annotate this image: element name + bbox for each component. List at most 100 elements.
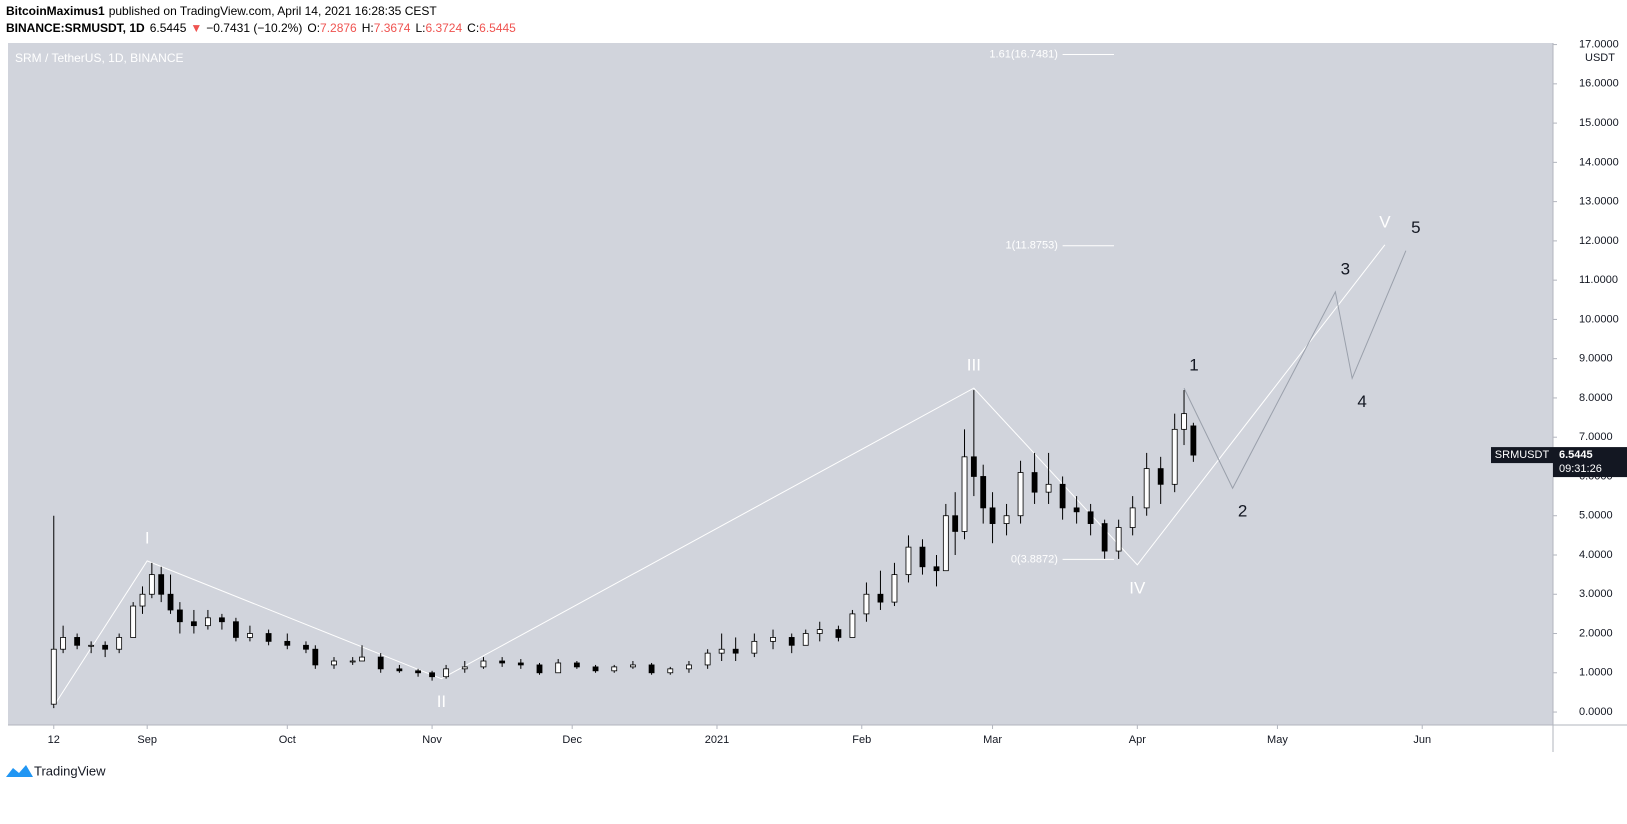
wave-label: I xyxy=(145,528,150,547)
symbol-line: BINANCE:SRMUSDT, 1D 6.5445 ▼ −0.7431 (−10.2… xyxy=(6,21,516,35)
candle-body xyxy=(961,456,968,532)
price-tag-bg xyxy=(1491,447,1553,464)
y-tick-label: 8.0000 xyxy=(1579,392,1613,404)
candle-body xyxy=(158,574,165,595)
y-tick-label: 16.0000 xyxy=(1579,78,1619,90)
candle-body xyxy=(1157,468,1164,485)
wave-label: IV xyxy=(1129,578,1146,597)
candle-body xyxy=(802,633,809,646)
x-tick-label: Oct xyxy=(279,734,296,746)
candle-body xyxy=(377,656,384,670)
candle-body xyxy=(667,668,674,674)
candle-body xyxy=(1031,472,1038,493)
publisher: BitcoinMaximus1 xyxy=(6,4,105,18)
candle-body xyxy=(247,633,253,638)
candle-body xyxy=(1171,428,1178,485)
candles xyxy=(50,390,1197,709)
candle-body xyxy=(835,629,842,638)
candle-body xyxy=(176,609,183,623)
candle-body xyxy=(942,515,949,572)
candle-body xyxy=(1073,507,1080,513)
wave-label: 2 xyxy=(1238,502,1247,521)
candle-body xyxy=(130,605,137,638)
wave-label: III xyxy=(967,356,981,375)
l-label: L: xyxy=(415,21,425,35)
h-label: H: xyxy=(362,21,374,35)
x-tick-label: Mar xyxy=(983,734,1002,746)
wave-label: V xyxy=(1379,212,1391,231)
open: 7.2876 xyxy=(320,21,357,35)
y-tick-label: 14.0000 xyxy=(1579,156,1619,168)
x-tick-label: 2021 xyxy=(705,734,729,746)
candle-body xyxy=(891,574,898,603)
x-tick-label: 12 xyxy=(48,734,60,746)
candle-body xyxy=(1115,527,1122,552)
candle-body xyxy=(573,662,580,668)
candle-body xyxy=(499,660,506,664)
candle-body xyxy=(312,648,319,666)
candle-body xyxy=(88,644,95,647)
candle-body xyxy=(480,660,487,668)
y-tick-label: 9.0000 xyxy=(1579,353,1613,365)
candle-body xyxy=(1143,468,1150,509)
candle-body xyxy=(1017,472,1024,517)
header: BitcoinMaximus1 published on TradingView.… xyxy=(6,4,437,18)
x-tick-label: Sep xyxy=(137,734,157,746)
candle-body xyxy=(686,664,692,670)
candle-body xyxy=(788,637,795,646)
candle-body xyxy=(1101,523,1108,552)
wave-label: 5 xyxy=(1411,218,1420,237)
candle-body xyxy=(877,593,884,603)
candle-body xyxy=(60,637,67,650)
candle-body xyxy=(167,593,174,611)
candle-body xyxy=(116,637,123,650)
x-tick-label: Dec xyxy=(562,734,582,746)
candle-body xyxy=(349,660,356,663)
candle-body xyxy=(952,515,959,532)
candle-body xyxy=(139,593,146,607)
y-tick-label: 13.0000 xyxy=(1579,196,1619,208)
y-tick-label: 1.0000 xyxy=(1579,667,1613,679)
candle-body xyxy=(233,621,239,638)
y-tick-label: 2.0000 xyxy=(1579,627,1613,639)
candle-body xyxy=(265,633,272,642)
wave-line xyxy=(53,244,1386,707)
candle-body xyxy=(148,574,155,595)
fib-label: 1(11.8753) xyxy=(1006,240,1058,252)
chart-title: SRM / TetherUS, 1D, BINANCE xyxy=(15,51,184,65)
change: −0.7431 (−10.2%) xyxy=(206,21,302,35)
arrow: ▼ xyxy=(190,21,202,35)
x-tick-label: Apr xyxy=(1129,734,1146,746)
candle-body xyxy=(331,660,337,666)
candle-body xyxy=(933,566,940,572)
countdown: 09:31:26 xyxy=(1559,463,1602,475)
candle-body xyxy=(396,668,403,672)
candle-body xyxy=(74,637,81,646)
candle-body xyxy=(517,662,524,666)
y-tick-label: 10.0000 xyxy=(1579,313,1619,325)
wave-label: 1 xyxy=(1189,356,1198,375)
wave-label: 4 xyxy=(1357,392,1366,411)
candle-body xyxy=(219,617,225,623)
candle-body xyxy=(429,672,435,678)
candle-body xyxy=(443,668,449,678)
candle-body xyxy=(1003,515,1010,524)
y-tick-label: 0.0000 xyxy=(1579,706,1613,718)
candle-body xyxy=(989,507,996,524)
y-tick-label: 12.0000 xyxy=(1579,235,1619,247)
fib-label: 0(3.8872) xyxy=(1011,553,1058,565)
candle-body xyxy=(970,456,977,477)
candle-body xyxy=(50,648,57,705)
candle-body xyxy=(555,662,562,674)
candle-body xyxy=(1059,483,1066,509)
candle-body xyxy=(1181,413,1187,430)
last-price: 6.5445 xyxy=(1559,449,1593,461)
x-tick-label: May xyxy=(1267,734,1288,746)
wave-line xyxy=(1183,250,1407,490)
candle-body xyxy=(204,617,211,627)
candle-body xyxy=(284,640,291,646)
plot-area xyxy=(8,43,1553,725)
y-tick-label: 5.0000 xyxy=(1579,510,1613,522)
candle-body xyxy=(905,546,912,576)
candle-body xyxy=(630,664,636,668)
